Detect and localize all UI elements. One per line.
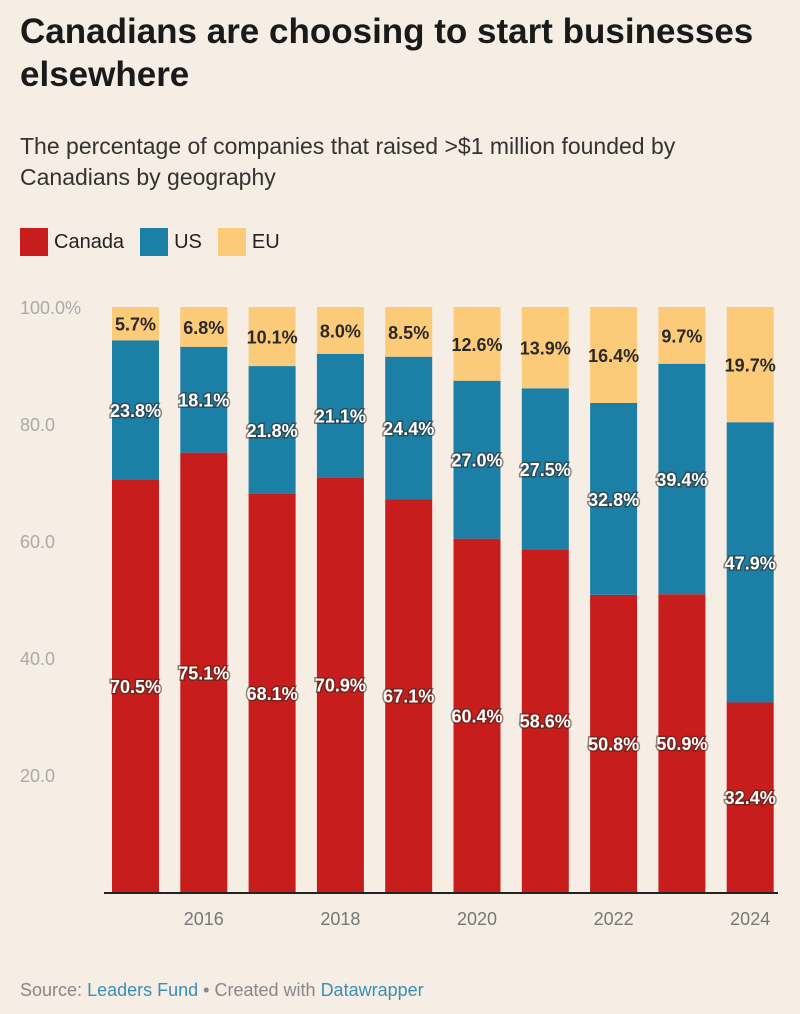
bar-canada-2023 bbox=[658, 594, 706, 892]
bar-canada-2018 bbox=[316, 477, 364, 892]
data-label-eu: 19.7% bbox=[725, 356, 776, 376]
bar-us-2017 bbox=[248, 366, 296, 494]
bar-us-2024 bbox=[726, 422, 774, 703]
datawrapper-link[interactable]: Datawrapper bbox=[320, 980, 424, 1000]
created-prefix: Created with bbox=[214, 980, 316, 1000]
x-tick-label: 2020 bbox=[457, 909, 497, 929]
bar-canada-2017 bbox=[248, 493, 296, 892]
bar-eu-2018 bbox=[316, 307, 364, 354]
bar-us-2019 bbox=[385, 356, 433, 500]
legend-canada: Canada bbox=[20, 228, 124, 256]
data-label-us: 24.4% bbox=[383, 419, 434, 439]
data-label-eu: 13.9% bbox=[520, 339, 571, 359]
bar-us-2018 bbox=[316, 353, 364, 478]
source-prefix: Source: bbox=[20, 980, 83, 1000]
data-label-eu: 16.4% bbox=[588, 346, 639, 366]
bar-us-2021 bbox=[521, 388, 569, 550]
x-tick-label: 2018 bbox=[320, 909, 360, 929]
bar-eu-2017 bbox=[248, 307, 296, 367]
data-label-eu: 6.8% bbox=[183, 318, 224, 338]
data-label-eu: 8.0% bbox=[320, 321, 361, 341]
y-tick-label: 40.0 bbox=[20, 649, 55, 669]
bar-us-2020 bbox=[453, 380, 501, 539]
bar-canada-2016 bbox=[180, 452, 228, 892]
bar-us-2016 bbox=[180, 346, 228, 453]
data-label-canada: 60.4% bbox=[451, 706, 502, 726]
bar-eu-2019 bbox=[385, 307, 433, 357]
y-tick-label: 100.0% bbox=[20, 298, 81, 318]
bar-eu-2022 bbox=[590, 307, 638, 403]
data-label-eu: 9.7% bbox=[661, 326, 702, 346]
bar-eu-2023 bbox=[658, 307, 706, 364]
bar-eu-2024 bbox=[726, 307, 774, 423]
data-label-us: 32.8% bbox=[588, 490, 639, 510]
legend-label-canada: Canada bbox=[54, 230, 125, 253]
bar-eu-2016 bbox=[180, 307, 228, 347]
stacked-bar-chart: 100.0% 80.0 60.0 40.0 20.0 70.5% 23.8% 5.7% 75.1… bbox=[20, 298, 778, 929]
x-tick-label: 2016 bbox=[184, 909, 224, 929]
bar-eu-2015 bbox=[112, 307, 159, 341]
data-label-canada: 58.6% bbox=[520, 712, 571, 732]
legend-us: US bbox=[140, 228, 202, 256]
data-label-canada: 75.1% bbox=[178, 663, 229, 683]
footer: Source: Leaders Fund • Created with Data… bbox=[20, 980, 424, 1001]
bar-eu-2021 bbox=[521, 307, 569, 389]
source-link[interactable]: Leaders Fund bbox=[87, 980, 199, 1000]
data-label-us: 18.1% bbox=[178, 391, 229, 411]
chart-title: Canadians are choosing to start business… bbox=[20, 12, 754, 94]
y-tick-label: 20.0 bbox=[20, 766, 55, 786]
data-label-eu: 12.6% bbox=[451, 335, 502, 355]
data-label-us: 21.8% bbox=[247, 421, 298, 441]
data-label-us: 21.1% bbox=[315, 407, 366, 427]
bar-us-2015 bbox=[112, 340, 159, 480]
legend-eu: EU bbox=[217, 228, 280, 256]
legend-swatch-eu bbox=[217, 228, 246, 256]
separator: • bbox=[203, 980, 210, 1000]
data-label-us: 39.4% bbox=[656, 470, 707, 490]
legend-label-eu: EU bbox=[251, 230, 280, 253]
bar-us-2023 bbox=[658, 363, 706, 595]
data-label-canada: 68.1% bbox=[247, 684, 298, 704]
data-label-canada: 70.5% bbox=[110, 677, 161, 697]
data-label-us: 27.5% bbox=[520, 460, 571, 480]
legend-label-us: US bbox=[174, 230, 202, 253]
data-label-us: 23.8% bbox=[110, 401, 161, 421]
bar-canada-2022 bbox=[590, 594, 638, 892]
data-label-canada: 50.9% bbox=[656, 734, 707, 754]
bar-canada-2024 bbox=[726, 702, 774, 892]
data-label-canada: 32.4% bbox=[725, 788, 776, 808]
x-tick-label: 2022 bbox=[594, 909, 634, 929]
legend-swatch-canada bbox=[20, 228, 48, 256]
bar-canada-2020 bbox=[453, 538, 501, 892]
data-label-us: 47.9% bbox=[725, 553, 776, 573]
x-tick-label: 2024 bbox=[730, 909, 770, 929]
bar-eu-2020 bbox=[453, 307, 501, 381]
bar-canada-2019 bbox=[385, 499, 433, 892]
data-label-eu: 10.1% bbox=[247, 328, 298, 348]
data-label-eu: 5.7% bbox=[115, 315, 156, 335]
data-label-canada: 50.8% bbox=[588, 734, 639, 754]
data-label-eu: 8.5% bbox=[388, 323, 429, 343]
legend-swatch-us bbox=[140, 228, 169, 256]
bar-canada-2021 bbox=[521, 549, 569, 892]
data-label-canada: 67.1% bbox=[383, 687, 434, 707]
data-label-canada: 70.9% bbox=[315, 676, 366, 696]
y-tick-label: 60.0 bbox=[20, 532, 55, 552]
bar-us-2022 bbox=[590, 402, 638, 595]
y-tick-label: 80.0 bbox=[20, 415, 55, 435]
legend: Canada US EU bbox=[20, 228, 280, 256]
chart-subtitle: The percentage of companies that raised … bbox=[20, 133, 676, 190]
bar-canada-2015 bbox=[112, 479, 159, 892]
data-label-us: 27.0% bbox=[451, 451, 502, 471]
